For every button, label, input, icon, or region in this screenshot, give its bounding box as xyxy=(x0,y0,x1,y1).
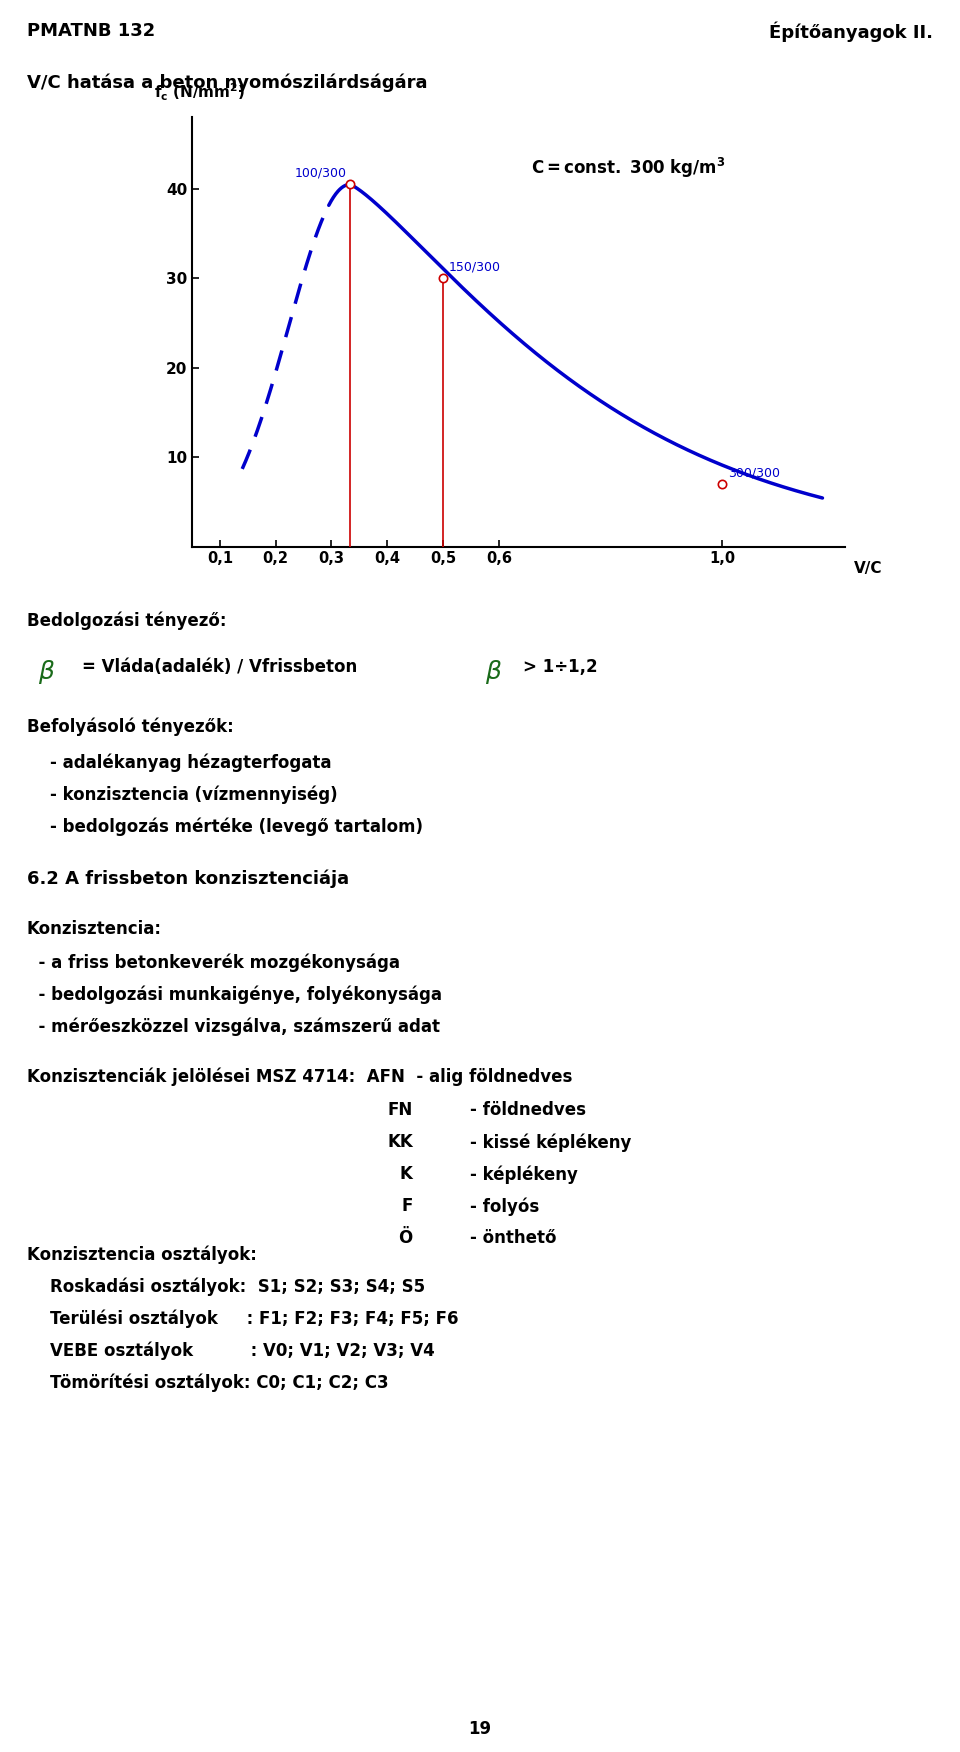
Text: 300/300: 300/300 xyxy=(728,466,780,480)
Text: - adalékanyag hézagterfogata: - adalékanyag hézagterfogata xyxy=(27,753,331,771)
Text: - a friss betonkeverék mozgékonysága: - a friss betonkeverék mozgékonysága xyxy=(27,953,400,972)
Text: Konzisztencia osztályok:: Konzisztencia osztályok: xyxy=(27,1246,256,1263)
Text: $\beta$: $\beta$ xyxy=(485,659,502,687)
Text: > 1÷1,2: > 1÷1,2 xyxy=(523,659,598,676)
Text: FN: FN xyxy=(388,1100,413,1120)
Text: - folyós: - folyós xyxy=(470,1197,540,1216)
Text: 100/300: 100/300 xyxy=(295,166,348,180)
Text: 150/300: 150/300 xyxy=(448,261,501,273)
Text: - bedolgozási munkaigénye, folyékonysága: - bedolgozási munkaigénye, folyékonysága xyxy=(27,985,442,1004)
Text: Ö: Ö xyxy=(398,1228,413,1247)
Text: - képlékeny: - képlékeny xyxy=(470,1165,578,1184)
Text: Befolyásoló tényezők:: Befolyásoló tényezők: xyxy=(27,718,233,736)
Text: K: K xyxy=(400,1165,413,1183)
Text: 6.2 A frissbeton konzisztenciája: 6.2 A frissbeton konzisztenciája xyxy=(27,871,349,888)
Text: - kissé képlékeny: - kissé képlékeny xyxy=(470,1134,632,1151)
Text: $\mathbf{C = const.\ 300\ kg/m^3}$: $\mathbf{C = const.\ 300\ kg/m^3}$ xyxy=(532,156,726,180)
Text: 19: 19 xyxy=(468,1720,492,1738)
Text: Bedolgozási tényező:: Bedolgozási tényező: xyxy=(27,611,227,631)
Text: $\mathbf{f_c}$ $\mathbf{(N/mm^2)}$: $\mathbf{f_c}$ $\mathbf{(N/mm^2)}$ xyxy=(154,82,245,103)
Text: $\beta$: $\beta$ xyxy=(38,659,56,687)
Text: KK: KK xyxy=(387,1134,413,1151)
Text: F: F xyxy=(401,1197,413,1214)
Text: - önthető: - önthető xyxy=(470,1228,557,1247)
Text: VEBE osztályok          : V0; V1; V2; V3; V4: VEBE osztályok : V0; V1; V2; V3; V4 xyxy=(27,1342,435,1361)
Text: - konzisztencia (vízmennyiség): - konzisztencia (vízmennyiség) xyxy=(27,785,338,804)
Text: V/C: V/C xyxy=(854,561,883,576)
Text: Tömörítési osztályok: C0; C1; C2; C3: Tömörítési osztályok: C0; C1; C2; C3 xyxy=(27,1374,389,1393)
Text: V/C hatása a beton nyomószilárdságára: V/C hatása a beton nyomószilárdságára xyxy=(27,74,427,93)
Text: - mérőeszközzel vizsgálva, számszerű adat: - mérőeszközzel vizsgálva, számszerű ada… xyxy=(27,1016,440,1035)
Text: - bedolgozás mértéke (levegő tartalom): - bedolgozás mértéke (levegő tartalom) xyxy=(27,816,422,836)
Text: Roskadási osztályok:  S1; S2; S3; S4; S5: Roskadási osztályok: S1; S2; S3; S4; S5 xyxy=(27,1277,425,1296)
Text: Építőanyagok II.: Építőanyagok II. xyxy=(769,21,933,42)
Text: - földnedves: - földnedves xyxy=(470,1100,587,1120)
Text: Konzisztenciák jelölései MSZ 4714:  AFN  - alig földnedves: Konzisztenciák jelölései MSZ 4714: AFN -… xyxy=(27,1069,572,1086)
Text: Terülési osztályok     : F1; F2; F3; F4; F5; F6: Terülési osztályok : F1; F2; F3; F4; F5;… xyxy=(27,1310,458,1328)
Text: = Vláda(adalék) / Vfrissbeton: = Vláda(adalék) / Vfrissbeton xyxy=(82,659,357,676)
Text: PMATNB 132: PMATNB 132 xyxy=(27,21,156,40)
Text: Konzisztencia:: Konzisztencia: xyxy=(27,920,162,937)
